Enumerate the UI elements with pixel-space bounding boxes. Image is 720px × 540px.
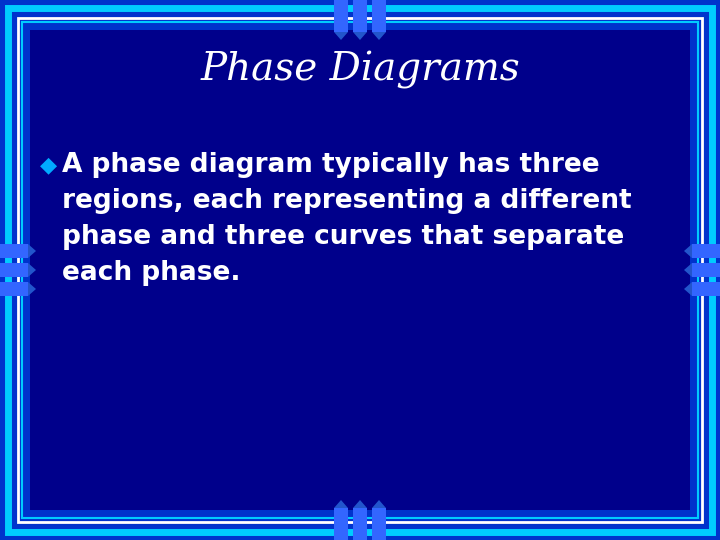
Polygon shape [28,244,36,258]
Bar [0,244,28,258]
Polygon shape [334,500,348,508]
Polygon shape [353,500,367,508]
Bar [353,0,367,32]
Bar [692,263,720,277]
Polygon shape [372,32,386,40]
Text: A phase diagram typically has three: A phase diagram typically has three [62,152,600,178]
Polygon shape [684,282,692,296]
Bar [334,0,348,32]
Bar [353,508,367,540]
Bar [30,30,690,510]
Text: Phase Diagrams: Phase Diagrams [200,51,520,89]
Text: phase and three curves that separate: phase and three curves that separate [62,224,624,250]
Bar [692,282,720,296]
Polygon shape [28,282,36,296]
Text: regions, each representing a different: regions, each representing a different [62,188,631,214]
Polygon shape [684,244,692,258]
Polygon shape [334,32,348,40]
Polygon shape [372,500,386,508]
Bar [372,508,386,540]
Bar [0,263,28,277]
Polygon shape [684,263,692,277]
Polygon shape [353,32,367,40]
Bar [372,0,386,32]
Text: ◆: ◆ [40,155,57,175]
Bar [692,244,720,258]
Bar [334,508,348,540]
Polygon shape [28,263,36,277]
Text: each phase.: each phase. [62,260,240,286]
Bar [0,282,28,296]
